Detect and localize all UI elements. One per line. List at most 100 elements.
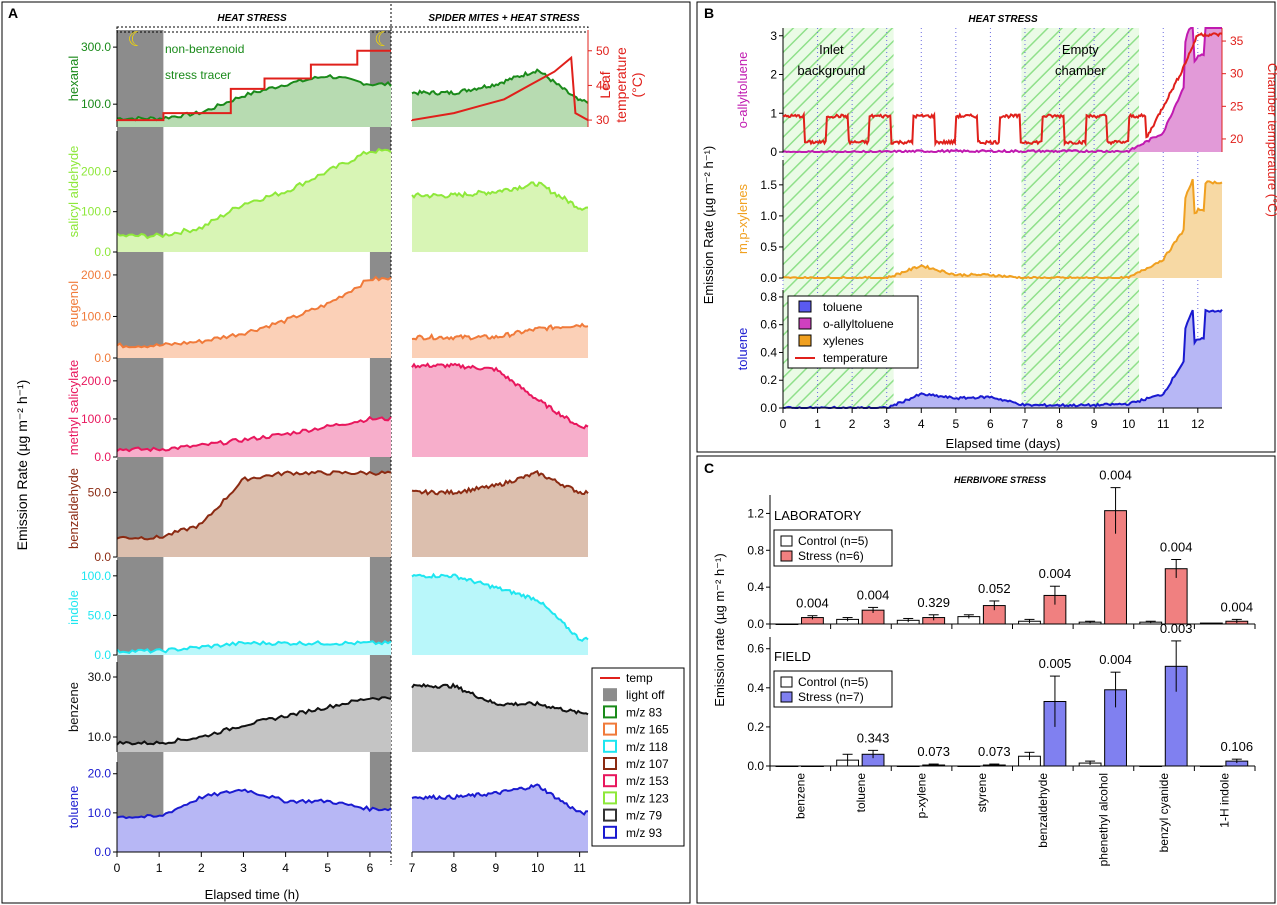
x-tick-label: 7 (1022, 417, 1029, 431)
legend-swatch (603, 739, 617, 753)
category-label: phenethyl alcohol (1096, 773, 1110, 866)
hexanal-annotation-2: stress tracer (165, 68, 231, 82)
p-value: 0.004 (1221, 599, 1254, 614)
y-tick-label: 0.2 (760, 373, 777, 387)
line-benzaldehyde (116, 470, 392, 541)
right-tick-label: 40 (596, 78, 610, 92)
leaf-temp-label-1: Leaf (597, 71, 613, 98)
x-tick-label: 5 (952, 417, 959, 431)
line-toluene (411, 783, 589, 816)
line-m,p-xylenes (782, 178, 1223, 280)
y-tick-label: 1.5 (760, 178, 777, 192)
panel-c-letter: C (704, 460, 714, 476)
x-tick-label: 11 (1157, 417, 1170, 431)
y-tick-label: 100.0 (81, 412, 111, 426)
legend-label: Control (n=5) (798, 534, 868, 548)
panel-c-ylabel: Emission rate (µg m⁻² h⁻¹) (712, 553, 727, 706)
x-tick-label: 3 (883, 417, 890, 431)
legend-label: m/z 83 (626, 705, 662, 719)
panel-b-plot: InletbackgroundEmptychamber0123o-allylto… (735, 27, 1244, 431)
bar-control (775, 623, 799, 625)
panel-c-frame (696, 455, 1276, 904)
legend-swatch (603, 774, 617, 788)
legend-swatch-control (780, 535, 793, 547)
legend-swatch (603, 688, 617, 702)
p-value: 0.004 (1099, 468, 1132, 483)
legend-swatch (603, 722, 617, 736)
legend-box (773, 529, 893, 567)
legend-label: Control (n=5) (798, 675, 868, 689)
legend-swatch-stress (780, 550, 793, 562)
x-tick-label: 6 (987, 417, 994, 431)
panel-b-letter: B (704, 5, 714, 21)
bar-control (775, 765, 799, 767)
panel-a-heat-title: HEAT STRESS (217, 13, 287, 24)
hatched-region (1021, 28, 1140, 408)
x-tick-label: 12 (1191, 417, 1205, 431)
x-tick-label: 10 (1122, 417, 1136, 431)
y-tick-label: 0.0 (94, 845, 111, 859)
temperature-trace (782, 32, 1223, 148)
legend-c: Control (n=5)Stress (n=7) (773, 670, 893, 708)
area-toluene (412, 784, 588, 852)
y-tick-label: 0.0 (94, 450, 111, 464)
legend-label: temperature (823, 351, 888, 365)
y-tick-label: 0.0 (94, 351, 111, 365)
line-benzene (411, 682, 589, 716)
x-tick-label: 0 (780, 417, 787, 431)
legend-label: toluene (823, 300, 863, 314)
row-label-benzaldehyde: benzaldehyde (66, 468, 81, 549)
legend-label: light off (626, 688, 665, 702)
row-label-o-allyltoluene: o-allyltoluene (735, 52, 750, 129)
temp-trace-spider (411, 55, 589, 122)
y-tick-label: 0 (770, 145, 777, 159)
row-label-hexanal: hexanal (66, 56, 81, 102)
area-benzene (412, 684, 588, 752)
area-salicyl-aldehyde (412, 182, 588, 252)
legend-label: m/z 165 (626, 723, 669, 737)
x-tick-label: 4 (918, 417, 925, 431)
panel-a-frame (1, 1, 691, 904)
x-tick-label: 9 (1091, 417, 1098, 431)
axis-break (391, 30, 412, 852)
legend-label: m/z 107 (626, 757, 669, 771)
x-tick-label: 5 (324, 861, 331, 875)
y-tick-label: 200.0 (81, 268, 111, 282)
category-label: benzyl cyanide (1157, 773, 1171, 853)
category-label: benzene (793, 773, 807, 819)
bar-control (1139, 765, 1163, 767)
p-value: 0.005 (1039, 656, 1072, 671)
legend-c: Control (n=5)Stress (n=6) (773, 529, 893, 567)
light-off-band (117, 30, 164, 852)
area-o-allyltoluene (783, 28, 1222, 152)
legend-label: m/z 79 (626, 809, 662, 823)
line-indole (116, 640, 392, 654)
line-benzene (116, 696, 392, 746)
y-tick-label: 0.0 (747, 617, 764, 631)
panel-a-spider-title: SPIDER MITES + HEAT STRESS (428, 13, 580, 24)
y-tick-label: 10.0 (88, 806, 112, 820)
y-tick-label: 0.5 (760, 240, 777, 254)
legend-b: toluene o-allyltoluene xylenes temperature (787, 295, 919, 369)
y-tick-label: 0.0 (760, 271, 777, 285)
right-tick-label: 50 (596, 44, 610, 58)
row-label-indole: indole (66, 590, 81, 625)
legend-swatch-stress (780, 691, 793, 703)
legend-label: xylenes (823, 334, 864, 348)
p-value: 0.343 (857, 730, 890, 745)
category-label: styrene (975, 773, 989, 813)
x-tick-label: 8 (1056, 417, 1063, 431)
empty-label-2: chamber (1055, 63, 1106, 78)
y-tick-label: 50.0 (88, 485, 112, 499)
panel-a-xlabel: Elapsed time (h) (205, 887, 300, 902)
line-methyl-salicylate (116, 415, 392, 453)
y-tick-label: 0.6 (747, 642, 764, 656)
y-tick-label: 100.0 (81, 309, 111, 323)
moon-icon: ☾ (374, 29, 392, 51)
bar-stress (801, 765, 824, 767)
row-label-toluene: toluene (66, 786, 81, 829)
row-label-m,p-xylenes: m,p-xylenes (735, 183, 750, 254)
x-tick-label: 0 (114, 861, 121, 875)
x-tick-label: 1 (814, 417, 821, 431)
